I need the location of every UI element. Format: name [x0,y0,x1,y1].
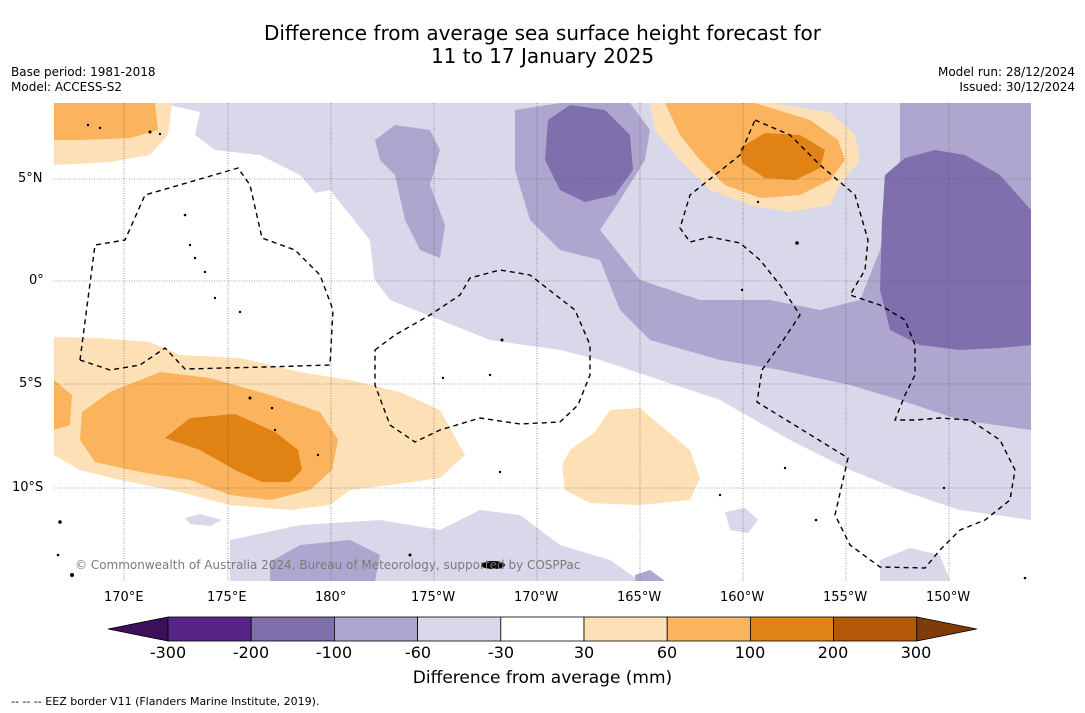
lat-label-10s: 10°S [12,480,44,495]
lon-label-165w: 165°W [617,590,662,605]
cb-tick-2: -100 [315,643,353,662]
cb-tick-9: 300 [900,643,932,662]
lon-label-155w: 155°W [823,590,868,605]
contour-pos-100 [165,133,825,482]
map-area [54,103,1031,581]
lon-label-175e: 175°E [207,590,247,605]
lat-label-5n: 5°N [18,171,43,186]
cb-swatch-5 [500,616,585,642]
meta-right: Model run: 28/12/2024 Issued: 30/12/2024 [938,65,1075,95]
issued-date: Issued: 30/12/2024 [959,80,1075,94]
title-line-1: Difference from average sea surface heig… [263,21,822,45]
cb-extend-high [916,616,977,642]
base-period: Base period: 1981-2018 [11,65,156,79]
eez-footnote: -- -- -- EEZ border V11 (Flanders Marine… [11,695,320,708]
lon-label-170e: 170°E [104,590,144,605]
lon-label-150w: 150°W [926,590,971,605]
map-title: Difference from average sea surface heig… [0,22,1085,68]
lon-label-175w: 175°W [411,590,456,605]
contour-neg-100 [545,105,1031,350]
cb-tick-3: -60 [404,643,432,662]
cb-tick-8: 200 [817,643,849,662]
gridlines [54,103,1031,581]
cb-tick-7: 100 [734,643,766,662]
cb-tick-1: -200 [232,643,270,662]
cb-swatch-3 [333,616,418,642]
cb-tick-6: 60 [656,643,678,662]
copyright-notice: © Commonwealth of Australia 2024, Bureau… [75,558,581,572]
colorbar-title: Difference from average (mm) [412,668,673,688]
lon-label-180: 180° [315,590,347,605]
cb-swatch-8 [750,616,835,642]
cb-extend-low [107,616,169,642]
cb-swatch-4 [417,616,502,642]
eez-borders [79,119,1016,569]
lon-label-160w: 160°W [720,590,765,605]
lat-label-5s: 5°S [19,376,43,391]
title-line-2: 11 to 17 January 2025 [430,44,655,68]
cb-swatch-1 [167,616,252,642]
cb-tick-4: -30 [487,643,515,662]
cb-tick-0: -300 [149,643,187,662]
cb-swatch-6 [583,616,668,642]
lon-label-170w: 170°W [514,590,559,605]
cb-swatch-9 [833,616,918,642]
cb-swatch-2 [250,616,335,642]
cb-tick-5: 30 [573,643,595,662]
model-run: Model run: 28/12/2024 [937,65,1075,79]
meta-left: Base period: 1981-2018 Model: ACCESS-S2 [11,65,156,95]
cb-swatch-7 [666,616,751,642]
model-name: Model: ACCESS-S2 [11,80,123,94]
lat-label-0: 0° [29,273,44,288]
islands [56,123,1027,580]
